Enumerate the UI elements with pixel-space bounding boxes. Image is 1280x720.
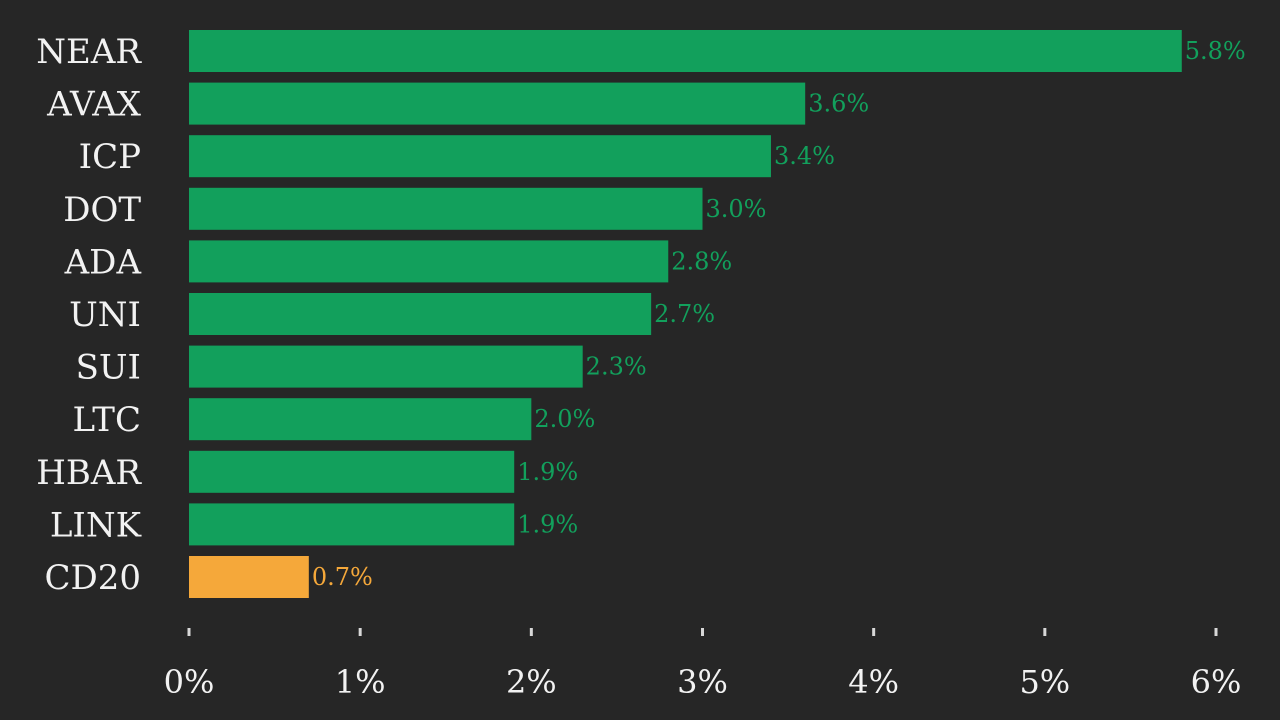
value-label-ada: 2.8% [671,247,732,275]
bar-icp [189,135,771,178]
bar-cd20 [189,556,309,598]
bar-ada [189,240,669,283]
x-tick-label: 0% [164,663,215,701]
bar-link [189,503,515,546]
value-label-cd20: 0.7% [312,563,373,591]
category-label-dot: DOT [63,190,141,230]
category-label-ada: ADA [64,242,142,282]
value-label-hbar: 1.9% [517,458,578,486]
value-label-avax: 3.6% [808,90,869,118]
x-tick-label: 4% [848,663,899,701]
value-label-link: 1.9% [517,510,578,538]
x-axis: 0% 1% 2% 3% 4% 5% 6% [164,628,1242,701]
x-tick-label: 3% [677,663,728,701]
bar-avax [189,82,806,125]
category-labels-layer: NEAR AVAX ICP DOT ADA UNI SUI LTC HBAR LINK CD20 [36,32,142,598]
category-label-hbar: HBAR [36,453,142,493]
value-label-ltc: 2.0% [534,405,595,433]
category-label-ltc: LTC [73,400,142,440]
x-tick-label: 2% [506,663,557,701]
value-label-dot: 3.0% [706,195,767,223]
x-tick-label: 1% [335,663,386,701]
bar-ltc [189,398,532,441]
bar-dot [189,187,703,230]
category-label-uni: UNI [69,295,141,335]
bars-layer [189,30,1182,598]
value-label-sui: 2.3% [586,353,647,381]
value-label-icp: 3.4% [774,142,835,170]
category-label-near: NEAR [36,32,142,72]
category-label-sui: SUI [76,348,141,388]
value-label-near: 5.8% [1185,37,1246,65]
bar-uni [189,293,652,335]
bar-sui [189,345,583,388]
x-tick-label: 6% [1191,663,1242,701]
category-label-cd20: CD20 [44,558,141,598]
value-label-uni: 2.7% [654,300,715,328]
x-tick-label: 5% [1019,663,1070,701]
category-label-icp: ICP [79,137,141,177]
value-labels-layer: 5.8% 3.6% 3.4%3.0% 2.8% 2.7%2.3% 2.0% 1.9% 1.9%… [312,37,1246,591]
bar-near [189,30,1182,72]
category-label-avax: AVAX [46,85,142,125]
bar-hbar [189,450,515,493]
category-label-link: LINK [50,505,142,545]
